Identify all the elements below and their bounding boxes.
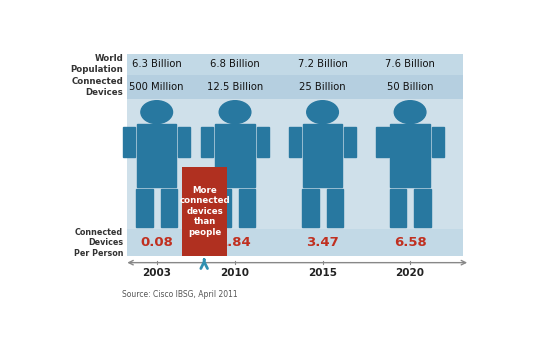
Text: 7.6 Billion: 7.6 Billion [385,59,435,69]
Ellipse shape [141,101,172,124]
Bar [127,229,463,256]
Bar [391,124,430,186]
Text: Connected
Devices: Connected Devices [71,77,123,97]
Bar [239,189,256,227]
Bar [302,189,319,227]
Ellipse shape [394,101,426,124]
Bar [344,127,356,157]
Text: 12.5 Billion: 12.5 Billion [207,82,263,92]
Bar [215,124,255,186]
Bar [303,124,342,186]
Bar [127,54,463,75]
Bar [389,189,406,227]
Text: 2020: 2020 [395,268,425,278]
Text: 500 Million: 500 Million [129,82,184,92]
Text: 50 Billion: 50 Billion [387,82,433,92]
Text: 6.58: 6.58 [394,236,426,249]
Bar [123,127,135,157]
Text: 2003: 2003 [142,268,171,278]
Text: 6.3 Billion: 6.3 Billion [132,59,181,69]
Text: 25 Billion: 25 Billion [299,82,346,92]
Bar [377,127,388,157]
Bar [201,127,213,157]
Text: 2015: 2015 [308,268,337,278]
Bar [127,99,463,229]
Bar [178,127,190,157]
Bar [289,127,301,157]
Bar [215,189,231,227]
Bar [257,127,269,157]
Text: 1.84: 1.84 [219,236,251,249]
Text: 6.8 Billion: 6.8 Billion [210,59,260,69]
Ellipse shape [307,101,338,124]
Text: 3.47: 3.47 [306,236,339,249]
Bar [432,127,444,157]
Ellipse shape [219,101,251,124]
Bar [160,189,177,227]
Text: 2010: 2010 [220,268,249,278]
Text: 0.08: 0.08 [140,236,173,249]
Bar [326,189,343,227]
Bar [127,75,463,99]
Text: 7.2 Billion: 7.2 Billion [297,59,348,69]
Text: World
Population: World Population [70,54,123,74]
Text: More
connected
devices
than
people: More connected devices than people [179,186,230,237]
Text: Source: Cisco IBSG, April 2011: Source: Cisco IBSG, April 2011 [122,290,238,299]
Bar [414,189,431,227]
Bar [182,167,227,256]
Bar [136,189,153,227]
Text: Connected
Devices
Per Person: Connected Devices Per Person [74,228,123,257]
Bar [137,124,177,186]
